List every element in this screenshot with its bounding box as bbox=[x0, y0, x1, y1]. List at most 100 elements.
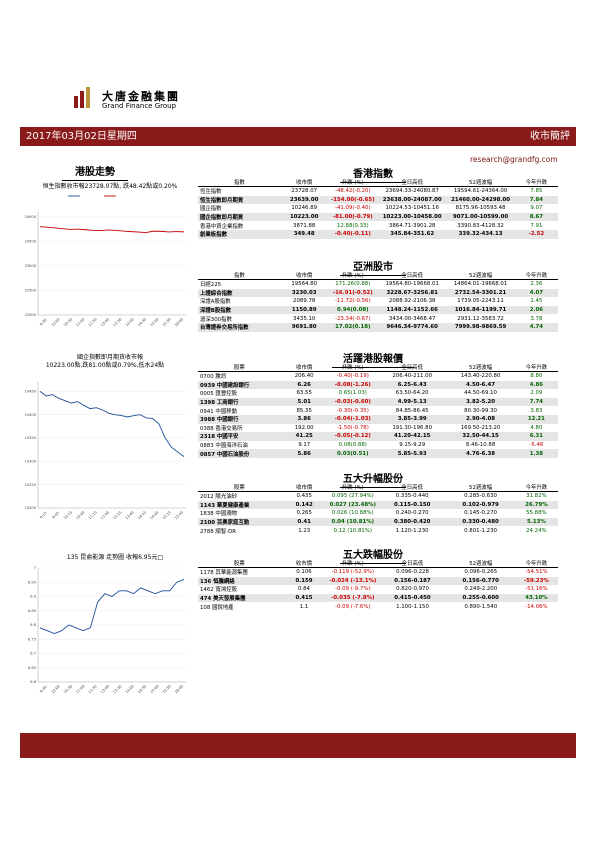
table-cell: 9646.34-9774.60 bbox=[377, 322, 447, 332]
table-cell: 0.159 bbox=[280, 576, 328, 586]
x-tick-label: 13:15 bbox=[112, 510, 122, 520]
table-cell: 5.86 bbox=[280, 449, 328, 458]
footer-bar bbox=[20, 733, 576, 758]
table-cell: 1.23 bbox=[298, 527, 311, 534]
stock-row: 474 美天發展集團 0.415 -0.035 (-7.8%) 0.415-0.450… bbox=[198, 593, 558, 603]
contact-email[interactable]: research@grandfg.com bbox=[470, 155, 558, 164]
table-cell: -0.035 (-7.8%) bbox=[327, 593, 379, 603]
x-tick-label: 15:45 bbox=[174, 510, 184, 520]
table-cell: -5.46 bbox=[529, 442, 544, 449]
series-line bbox=[39, 226, 185, 234]
table-cell: 0.102-0.979 bbox=[446, 500, 515, 510]
logo-english-name: Grand Finance Group bbox=[102, 102, 177, 110]
top-gainers-title: 五大升幅股份 bbox=[340, 470, 406, 488]
table-cell: 0.12 (10.81%) bbox=[333, 527, 373, 534]
y-tick-label: 6.75 bbox=[28, 637, 36, 641]
y-tick-label: 23000 bbox=[25, 264, 37, 268]
stock-row: 0005 匯豐控股 63.55 0.65(1.03) 63.50-64.20 44.50… bbox=[198, 389, 558, 398]
table-cell: 7999.98-9869.59 bbox=[446, 322, 515, 332]
column-header: 今年升跌 bbox=[514, 271, 558, 280]
x-tick-label: 14:30 bbox=[137, 684, 148, 695]
hk-index-table: 指數 收市價 升跌 (%) 全日高低 52週波幅 今年升跌 恆生指數 23728.07 -48.… bbox=[198, 178, 558, 239]
column-header: 升跌 (%) bbox=[327, 271, 378, 280]
x-tick-label: 9:45 bbox=[52, 511, 61, 520]
x-tick-label: 10:30 bbox=[63, 317, 74, 328]
x-tick-label: 11:45 bbox=[100, 510, 110, 520]
table-cell: 3871.88 bbox=[293, 222, 316, 229]
y-tick-label: 23500 bbox=[25, 240, 37, 244]
table-cell: 6.26 bbox=[280, 380, 328, 390]
stock-row: 0388 香港交易所 192.00 -1.50(-0.78) 191.30-196.8… bbox=[198, 424, 558, 433]
table-cell: 23728.07 bbox=[291, 188, 318, 195]
table-cell: 41.25 bbox=[280, 432, 328, 441]
asia-markets-title: 亞洲股市 bbox=[340, 258, 406, 276]
table-cell: 0.156-0.770 bbox=[446, 576, 515, 586]
table-cell: 8175.96-10593.48 bbox=[455, 205, 506, 212]
table-cell: -48.42(-0.20) bbox=[335, 188, 371, 195]
table-cell: -16.91(-0.52) bbox=[327, 288, 378, 298]
asia-markets-table: 指數 收市價 升跌 (%) 全日高低 52週波幅 今年升跌 日經225 19564.80 171… bbox=[198, 271, 558, 332]
table-cell: 0.890-1.540 bbox=[464, 603, 498, 610]
hk-index-title: 香港指數 bbox=[340, 165, 406, 183]
table-cell: 23694.33-24080.87 bbox=[385, 188, 439, 195]
x-tick-label: 9:30 bbox=[39, 318, 48, 327]
x-tick-label: 14:30 bbox=[137, 317, 148, 328]
column-header: 全日高低 bbox=[377, 363, 447, 372]
table-cell: 滬深300指數 bbox=[200, 316, 232, 323]
table-cell: -59.23% bbox=[514, 576, 558, 586]
table-cell: 339.32-434.13 bbox=[446, 229, 515, 239]
column-header: 今年升跌 bbox=[514, 363, 558, 372]
table-cell: -41.09(-0.40) bbox=[335, 205, 371, 212]
x-tick-label: 11:30 bbox=[88, 317, 99, 328]
top-losers-title: 五大跌幅股份 bbox=[340, 546, 406, 564]
table-cell: 43.10% bbox=[514, 593, 558, 603]
table-cell: 2012 陽光油砂 bbox=[200, 494, 237, 501]
stock-row: 0941 中國移動 85.35 -0.30(-0.35) 84.85-86.45 80.… bbox=[198, 406, 558, 415]
table-cell: 0.04 (10.81%) bbox=[327, 517, 378, 527]
table-cell: 0.84 bbox=[297, 586, 310, 593]
table-cell: 0.156-0.187 bbox=[378, 576, 447, 586]
y-tick-label: 6.6 bbox=[30, 680, 36, 684]
x-tick-label: 13:30 bbox=[112, 684, 123, 695]
table-cell: 80.30-99.30 bbox=[464, 407, 497, 414]
column-header: 今年升跌 bbox=[514, 559, 558, 568]
index-row: 創業板指數 349.48 -0.40(-0.11) 345.84-351.62 339.… bbox=[198, 229, 558, 239]
table-cell: 0.255-0.600 bbox=[446, 593, 515, 603]
column-header: 升跌 (%) bbox=[327, 363, 378, 372]
y-tick-label: 6.65 bbox=[28, 666, 36, 670]
table-cell: 63.55 bbox=[296, 390, 312, 397]
table-cell: 深證B股指數 bbox=[198, 305, 281, 315]
active-stocks-table: 股票 收市價 升跌 (%) 全日高低 52週波幅 今年升跌 0700 騰訊 206.40 -0.… bbox=[198, 363, 558, 458]
table-cell: 深證A股指數 bbox=[200, 299, 231, 306]
table-cell: 7.84 bbox=[514, 195, 558, 205]
table-cell: 3434.00-3468.47 bbox=[388, 315, 436, 322]
column-header: 52週波幅 bbox=[446, 363, 515, 372]
column-header: 升跌 (%) bbox=[327, 559, 379, 568]
table-cell: 0.249-2.200 bbox=[464, 586, 498, 593]
table-cell: 169.50-213.20 bbox=[460, 424, 501, 431]
table-cell: 上證綜合指數 bbox=[198, 288, 281, 298]
table-cell: -0.05(-0.12) bbox=[327, 432, 378, 441]
table-cell: 0.03(0.51) bbox=[327, 449, 378, 458]
y-tick-label: 10350 bbox=[25, 436, 37, 440]
series-line bbox=[39, 390, 185, 458]
table-cell: 23638.00-24087.00 bbox=[377, 195, 447, 205]
table-cell: -23.34(-0.67) bbox=[335, 315, 371, 322]
table-cell: -51.16% bbox=[525, 586, 548, 593]
table-cell: 1739.05-2243.11 bbox=[457, 298, 504, 305]
x-tick-label: 10:30 bbox=[63, 684, 74, 695]
x-tick-label: 14:00 bbox=[125, 317, 136, 328]
stock-row: 3988 中國銀行 3.86 -0.04(-1.03) 3.85-3.99 2.90-4… bbox=[198, 414, 558, 424]
stock-row: 2318 中國平安 41.25 -0.05(-0.12) 41.20-42.15 32.… bbox=[198, 432, 558, 441]
table-cell: -81.00(-0.79) bbox=[327, 212, 378, 222]
table-cell: -11.72(-0.56) bbox=[335, 298, 371, 305]
table-cell: -0.40(-0.19) bbox=[336, 373, 369, 380]
column-header: 收市價 bbox=[280, 271, 328, 280]
table-cell: 3228.67-3256.81 bbox=[377, 288, 447, 298]
table-cell: 84.85-86.45 bbox=[395, 407, 429, 414]
table-cell: 2100 百奧家庭互動 bbox=[198, 517, 281, 527]
column-header: 收市價 bbox=[280, 363, 328, 372]
table-cell: 8.46-10.88 bbox=[465, 442, 496, 449]
column-header: 全日高低 bbox=[377, 271, 447, 280]
table-cell: 1.45 bbox=[530, 298, 543, 305]
